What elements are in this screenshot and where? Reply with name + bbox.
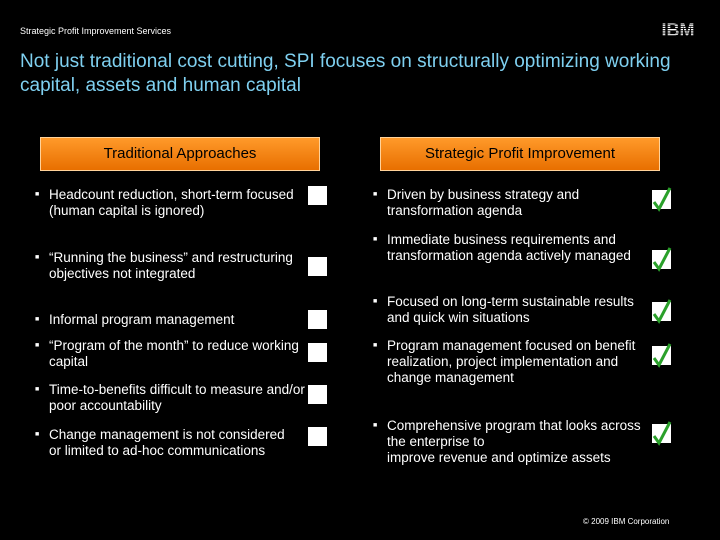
right-item: ■ Driven by business strategy and transf… bbox=[373, 187, 580, 218]
square-bullet-icon: ■ bbox=[35, 191, 40, 198]
spi-header: Strategic Profit Improvement bbox=[380, 137, 660, 171]
square-bullet-icon: ■ bbox=[373, 236, 378, 243]
checkmark-icon bbox=[652, 421, 672, 446]
square-bullet-icon: ■ bbox=[373, 191, 378, 198]
left-item: ■ Time-to-benefits difficult to measure … bbox=[35, 382, 305, 413]
checkmark-icon bbox=[652, 187, 672, 212]
square-bullet-icon: ■ bbox=[35, 254, 40, 261]
empty-checkbox-icon bbox=[308, 385, 327, 404]
copyright-footer: © 2009 IBM Corporation bbox=[583, 517, 670, 526]
empty-checkbox-icon bbox=[308, 427, 327, 446]
left-item: ■ Headcount reduction, short-term focuse… bbox=[35, 187, 294, 218]
header-label: Strategic Profit Improvement Services bbox=[20, 26, 172, 36]
empty-checkbox-icon bbox=[308, 186, 327, 205]
square-bullet-icon: ■ bbox=[35, 431, 40, 438]
square-bullet-icon: ■ bbox=[35, 342, 40, 349]
left-item: ■ Informal program management bbox=[35, 312, 235, 327]
checkmark-icon bbox=[652, 299, 672, 324]
slide-title: Not just traditional cost cutting, SPI f… bbox=[20, 51, 671, 96]
right-item: ■ Program management focused on benefit … bbox=[373, 338, 636, 385]
square-bullet-icon: ■ bbox=[373, 298, 378, 305]
right-item: ■ Immediate business requirements and tr… bbox=[373, 232, 631, 263]
ibm-logo-icon: IBM bbox=[662, 20, 695, 38]
square-bullet-icon: ■ bbox=[35, 386, 40, 393]
square-bullet-icon: ■ bbox=[373, 342, 378, 349]
checkmark-icon bbox=[652, 247, 672, 272]
checkmark-icon bbox=[652, 343, 672, 368]
left-item: ■ Change management is not considered or… bbox=[35, 427, 285, 458]
left-item: ■ “Program of the month” to reduce worki… bbox=[35, 338, 299, 369]
square-bullet-icon: ■ bbox=[35, 316, 40, 323]
left-item: ■ “Running the business” and restructuri… bbox=[35, 250, 293, 281]
right-item: ■ Comprehensive program that looks acros… bbox=[373, 418, 641, 465]
right-item: ■ Focused on long-term sustainable resul… bbox=[373, 294, 634, 325]
empty-checkbox-icon bbox=[308, 257, 327, 276]
empty-checkbox-icon bbox=[308, 310, 327, 329]
square-bullet-icon: ■ bbox=[373, 422, 378, 429]
traditional-approaches-header: Traditional Approaches bbox=[40, 137, 320, 171]
empty-checkbox-icon bbox=[308, 343, 327, 362]
logo-text: IBM bbox=[662, 20, 695, 38]
